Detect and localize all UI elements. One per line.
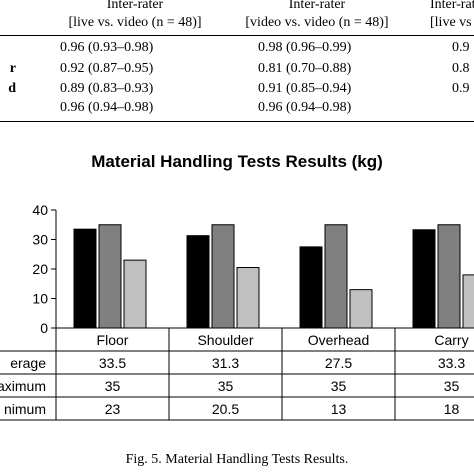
bar-minimum-shoulder <box>236 267 260 329</box>
table-row-3-label: d <box>8 81 16 96</box>
bar-maximum-floor <box>98 224 122 329</box>
bar-minimum-floor <box>123 259 147 329</box>
table-header-rule <box>0 35 474 36</box>
table-cell: 0.96 (0.93–0.98) <box>60 40 154 55</box>
y-tick-label: 20 <box>32 261 48 277</box>
y-tick-label: 40 <box>32 202 48 218</box>
table-header-3-line1: Inter-rater <box>430 0 474 12</box>
table-cell: 0.81 (0.70–0.88) <box>258 61 352 76</box>
table-header-1-line2: [live vs. video (n = 48)] <box>68 15 202 30</box>
bar-chart: 0 10 20 30 40 Floor Shoulder Overhead Carry erage… <box>0 202 474 421</box>
table-header-1-line1: Inter-rater <box>106 0 164 12</box>
data-label: 23 <box>105 401 121 417</box>
table-header-2-line1: Inter-rater <box>288 0 346 12</box>
bar-minimum-overhead <box>349 289 373 329</box>
x-category-label: Overhead <box>308 332 369 348</box>
data-label: 33.5 <box>99 355 126 371</box>
data-label: 20.5 <box>212 401 239 417</box>
table-cell: 0.89 (0.83–0.93) <box>60 81 154 96</box>
table-cell: 0.9 <box>452 40 470 55</box>
chart-title: Material Handling Tests Results (kg) <box>91 152 383 171</box>
series-row-label: nimum <box>4 401 46 417</box>
data-label: 35 <box>331 378 347 394</box>
table-header-2-line2: [video vs. video (n = 48)] <box>245 15 389 30</box>
y-tick-label: 30 <box>32 232 48 248</box>
bar-maximum-overhead <box>324 224 348 329</box>
data-label: 27.5 <box>325 355 352 371</box>
bar-average-shoulder <box>186 235 210 329</box>
stats-table: Inter-rater [live vs. video (n = 48)] In… <box>0 0 474 130</box>
bar-maximum-carry <box>437 224 461 329</box>
table-cell: 0.98 (0.96–0.99) <box>258 40 352 55</box>
y-tick-label: 0 <box>40 320 48 336</box>
table-cell: 0.96 (0.94–0.98) <box>60 100 154 115</box>
table-row-2-label: r <box>9 61 16 76</box>
table-cell: 0.8 <box>452 61 470 76</box>
series-row-label: aximum <box>0 378 46 394</box>
table-header-3-line2: [live vs <box>430 15 472 30</box>
x-category-label: Carry <box>434 332 468 348</box>
data-label: 33.3 <box>438 355 465 371</box>
table-cell: 0.91 (0.85–0.94) <box>258 81 352 96</box>
bar-maximum-shoulder <box>211 224 235 329</box>
bar-average-overhead <box>299 246 323 329</box>
data-label: 18 <box>444 401 460 417</box>
bar-minimum-carry <box>462 274 474 329</box>
x-category-label: Floor <box>97 332 129 348</box>
table-bottom-rule <box>0 121 474 122</box>
data-label: 35 <box>444 378 460 394</box>
x-category-label: Shoulder <box>197 332 253 348</box>
data-label: 13 <box>331 401 347 417</box>
bar-average-floor <box>73 228 97 329</box>
series-row-label: erage <box>10 355 46 371</box>
table-cell: 0.9 <box>452 81 470 96</box>
data-label: 31.3 <box>212 355 239 371</box>
data-label: 35 <box>105 378 121 394</box>
table-cell: 0.96 (0.94–0.98) <box>258 100 352 115</box>
table-cell: 0.92 (0.87–0.95) <box>60 61 154 76</box>
bar-average-carry <box>412 229 436 329</box>
y-tick-label: 10 <box>32 291 48 307</box>
figure-caption: Fig. 5. Material Handling Tests Results. <box>125 452 349 467</box>
data-label: 35 <box>218 378 234 394</box>
